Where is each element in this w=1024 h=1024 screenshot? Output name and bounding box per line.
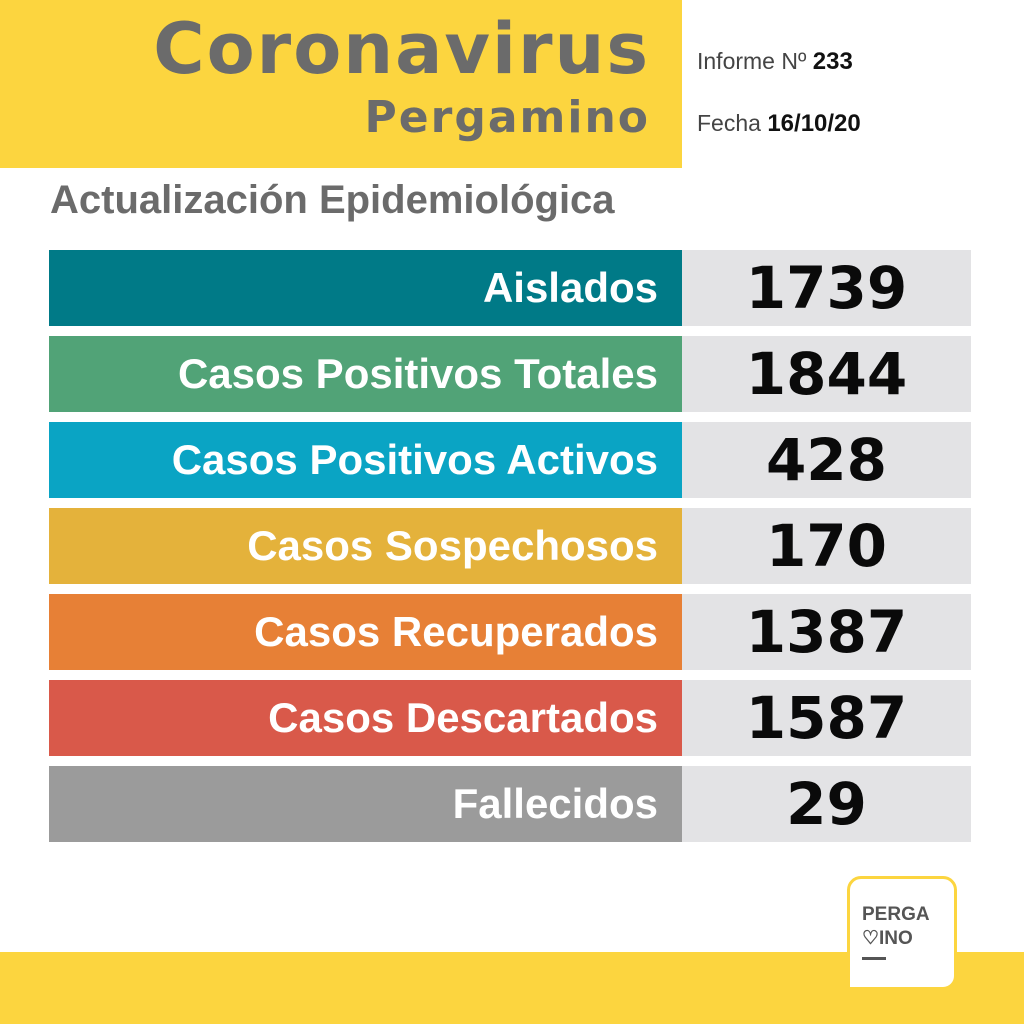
stat-value: 1739	[682, 250, 971, 326]
pergamino-logo: PERGA ♡INO	[847, 876, 957, 990]
report-label: Informe Nº	[697, 48, 807, 74]
stats-table: Aislados 1739 Casos Positivos Totales 18…	[49, 250, 971, 852]
stat-label: Casos Sospechosos	[49, 508, 682, 584]
stat-row-recuperados: Casos Recuperados 1387	[49, 594, 971, 670]
stat-row-fallecidos: Fallecidos 29	[49, 766, 971, 842]
stat-row-positivos-totales: Casos Positivos Totales 1844	[49, 336, 971, 412]
date-value: 16/10/20	[767, 110, 861, 137]
stat-value: 29	[682, 766, 971, 842]
stat-value: 1387	[682, 594, 971, 670]
stat-label: Casos Positivos Activos	[49, 422, 682, 498]
stat-row-descartados: Casos Descartados 1587	[49, 680, 971, 756]
page-subtitle: Pergamino	[364, 92, 650, 143]
logo-text-line1: PERGA	[862, 904, 930, 925]
stat-value: 1844	[682, 336, 971, 412]
stat-row-positivos-activos: Casos Positivos Activos 428	[49, 422, 971, 498]
stat-label: Casos Positivos Totales	[49, 336, 682, 412]
stat-row-sospechosos: Casos Sospechosos 170	[49, 508, 971, 584]
report-number: 233	[812, 48, 853, 75]
stat-value: 170	[682, 508, 971, 584]
date-label: Fecha	[697, 110, 761, 136]
stat-label: Aislados	[49, 250, 682, 326]
date-info: Fecha 16/10/20	[697, 112, 861, 136]
page-title: Coronavirus	[153, 8, 650, 90]
logo-text-line2: ♡INO	[862, 928, 913, 949]
logo-tail	[847, 986, 850, 1000]
logo-underline	[862, 957, 886, 960]
header-band: Coronavirus Pergamino	[0, 0, 682, 168]
section-title: Actualización Epidemiológica	[50, 178, 615, 222]
stat-label: Fallecidos	[49, 766, 682, 842]
report-info: Informe Nº 233	[697, 50, 853, 74]
stat-label: Casos Descartados	[49, 680, 682, 756]
stat-label: Casos Recuperados	[49, 594, 682, 670]
stat-value: 428	[682, 422, 971, 498]
stat-row-aislados: Aislados 1739	[49, 250, 971, 326]
stat-value: 1587	[682, 680, 971, 756]
